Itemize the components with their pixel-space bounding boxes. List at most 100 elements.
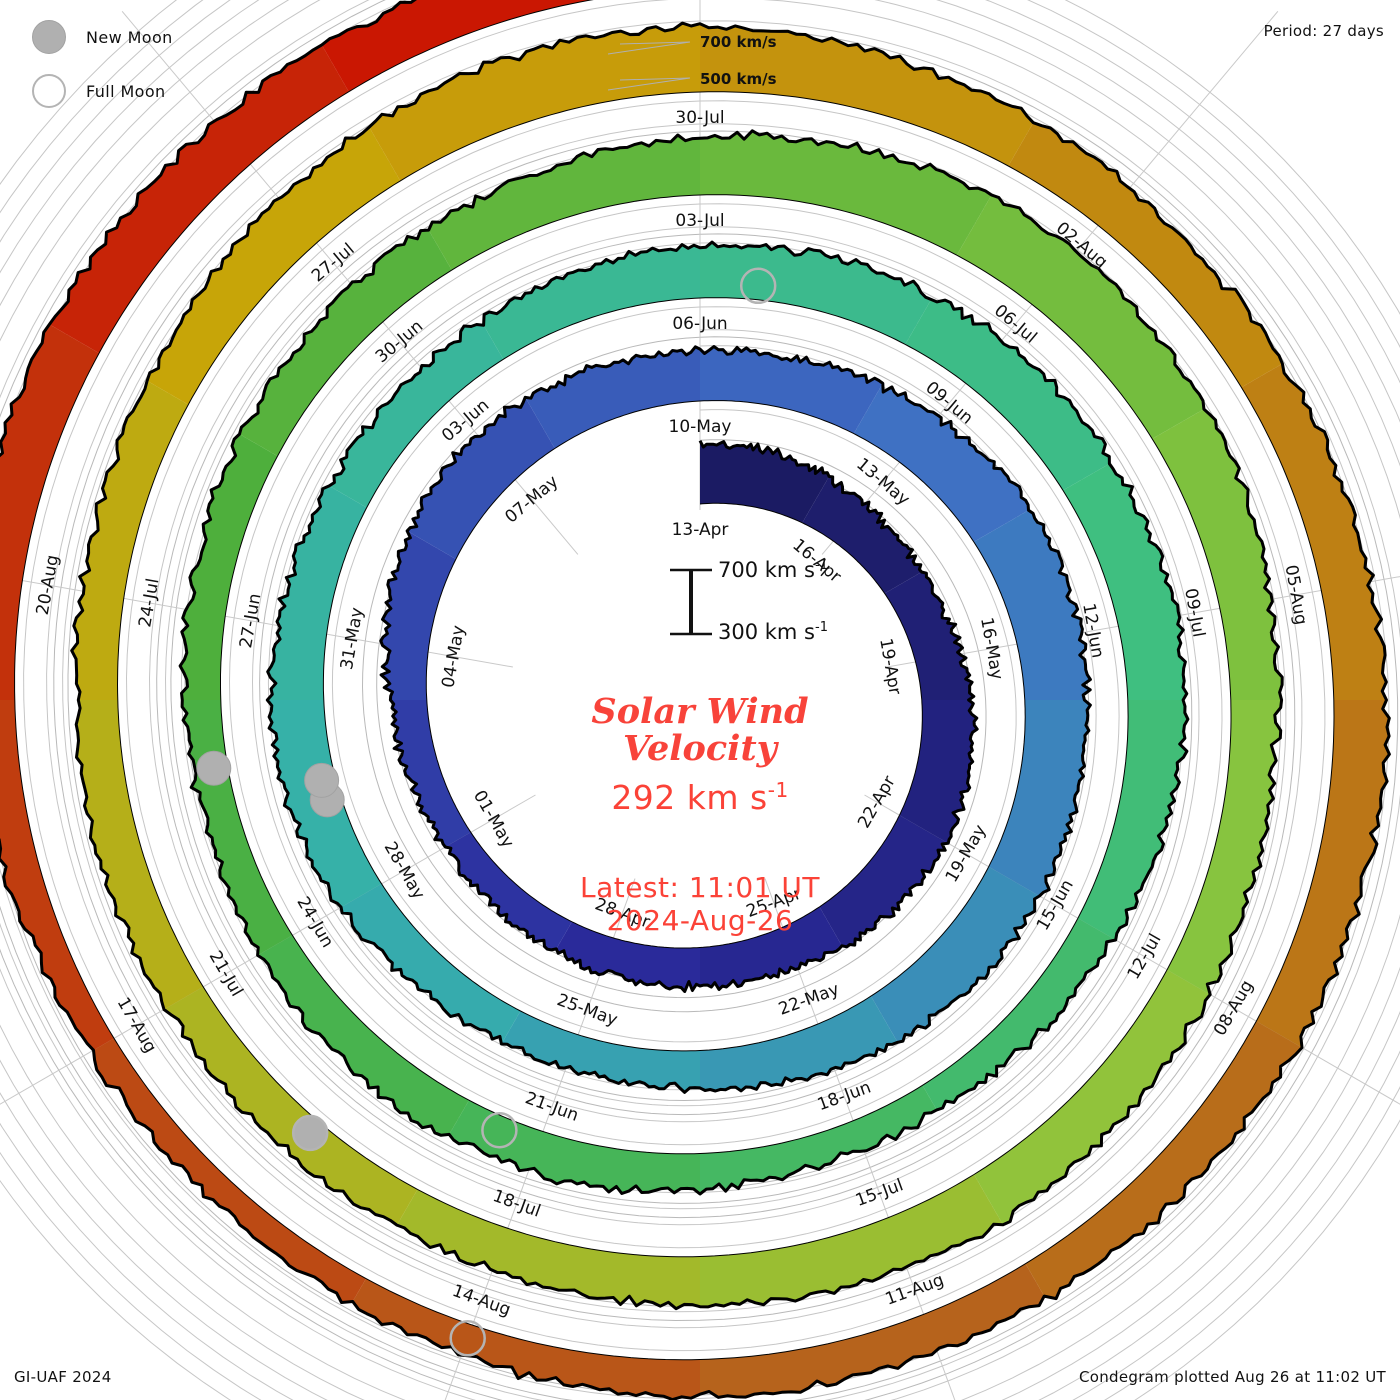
- spiral-band-segment: [700, 906, 842, 990]
- tick-leader-500: [619, 77, 691, 81]
- spiral-band-segment: [76, 700, 204, 1010]
- spiral-band-segment: [802, 476, 922, 594]
- spiral-band-segment: [700, 1085, 937, 1194]
- period-label: Period: 27 days: [1263, 22, 1384, 40]
- legend-label-full-moon: Full Moon: [86, 81, 166, 101]
- spiral-band-segment: [180, 434, 278, 700]
- date-label: 21-Jun: [522, 1088, 581, 1126]
- date-label: 13-Apr: [672, 520, 729, 540]
- spiral-band-segment: [445, 832, 572, 950]
- spiral-band-segment: [0, 324, 100, 700]
- spiral-band-segment: [239, 230, 452, 457]
- date-label: 16-May: [976, 616, 1007, 681]
- new-moon-marker: [196, 750, 232, 786]
- spiral-band-segment: [700, 242, 932, 345]
- spiral-band-segment: [1008, 122, 1283, 388]
- date-label: 27-Jun: [236, 592, 265, 650]
- spiral-band-segment: [407, 397, 555, 560]
- spiral-band-segment: [884, 572, 974, 700]
- date-label: 30-Jul: [675, 108, 724, 128]
- spiral-band-segment: [449, 1100, 700, 1194]
- chart-title: Solar Wind Velocity: [420, 691, 980, 769]
- spiral-band-segment: [352, 1278, 700, 1400]
- date-label: 24-Jul: [135, 577, 163, 629]
- scalebar-bottom-label: 300 km s-1: [718, 620, 828, 644]
- spiral-band-segment: [956, 195, 1204, 439]
- scalebar-glyph: [670, 568, 712, 636]
- spiral-band-segment: [988, 700, 1091, 896]
- spiral-band-segment: [257, 935, 469, 1136]
- spiral-band-segment: [556, 921, 700, 992]
- velocity-scalebar: 700 km s-1 300 km s-1: [420, 548, 980, 658]
- date-label: 10-May: [669, 417, 732, 437]
- full-moon-icon: [32, 74, 66, 108]
- spiral-band-segment: [396, 1189, 700, 1309]
- radial-spoke-6: [0, 794, 536, 1105]
- chart-title-line1: Solar Wind: [591, 691, 809, 732]
- spiral-band-segment: [1152, 409, 1283, 700]
- spiral-band-segment: [922, 918, 1116, 1110]
- spiral-band-segment: [853, 383, 1029, 542]
- scalebar-top-label: 700 km s-1: [718, 558, 828, 582]
- spiral-band-segment: [329, 324, 504, 508]
- footer-credit: GI-UAF 2024: [14, 1368, 112, 1386]
- spiral-band-segment: [905, 299, 1110, 491]
- spiral-band-segment: [164, 986, 418, 1226]
- spiral-band-segment: [147, 127, 401, 405]
- full-moon-marker: [739, 267, 777, 305]
- new-moon-icon: [32, 20, 66, 54]
- spiral-band-segment: [700, 1263, 1045, 1398]
- spiral-band-segment: [1077, 700, 1188, 940]
- spiral-band-segment: [1241, 363, 1387, 700]
- legend-row-new-moon: New Moon: [22, 10, 322, 64]
- chart-title-line2: Velocity: [623, 727, 777, 769]
- moon-markers: [196, 267, 777, 1357]
- spiral-band-segment: [899, 700, 978, 844]
- tick-leader-500: [607, 77, 691, 91]
- latest-time: Latest: 11:01 UT: [579, 870, 821, 904]
- latest-date: 2024-Aug-26: [606, 903, 794, 937]
- spiral-band-segment: [1256, 700, 1390, 1048]
- spiral-band-segment: [700, 440, 830, 523]
- spiral-band-segment: [390, 700, 471, 847]
- spiral-band-segment: [525, 346, 700, 449]
- date-label: 27-Jul: [308, 239, 359, 286]
- date-label: 08-Aug: [1210, 977, 1258, 1039]
- spiral-band-segment: [700, 23, 1034, 167]
- date-label: 18-Jun: [815, 1077, 874, 1115]
- radial-tick-label-500: 500 km/s: [700, 70, 777, 88]
- full-moon-marker: [481, 1111, 518, 1149]
- spiral-band-segment: [369, 23, 700, 181]
- legend-row-full-moon: Full Moon: [22, 64, 322, 118]
- radial-spoke-5: [444, 878, 636, 1400]
- date-label: 18-Jul: [490, 1186, 543, 1222]
- latest-reading: Latest: 11:01 UT 2024-Aug-26: [420, 871, 980, 937]
- date-label: 06-Jun: [672, 314, 727, 334]
- velocity-trace-baseline: [14, 0, 1335, 1361]
- tick-leader-lines: [607, 41, 691, 91]
- spiral-band-segment: [974, 969, 1211, 1225]
- footer-timestamp: Condegram plotted Aug 26 at 11:02 UT: [1078, 1368, 1386, 1386]
- spiral-band-segment: [700, 1174, 1003, 1307]
- spiral-band-segment: [700, 996, 898, 1091]
- radial-tick-label-700: 700 km/s: [700, 33, 777, 51]
- spiral-band-segment: [0, 700, 114, 1051]
- tick-leader-700: [619, 41, 691, 45]
- spiral-band-segment: [428, 135, 700, 271]
- date-label: 03-Jul: [675, 211, 724, 231]
- spiral-band-segment: [1063, 463, 1187, 700]
- tick-leader-700: [607, 41, 691, 55]
- spiral-band-segment: [341, 883, 521, 1044]
- date-label: 15-Jul: [853, 1175, 906, 1211]
- spiral-band-segment: [267, 485, 367, 700]
- spiral-band-segment: [380, 530, 456, 700]
- date-label: 05-Aug: [1281, 563, 1311, 626]
- full-moon-marker: [449, 1320, 486, 1357]
